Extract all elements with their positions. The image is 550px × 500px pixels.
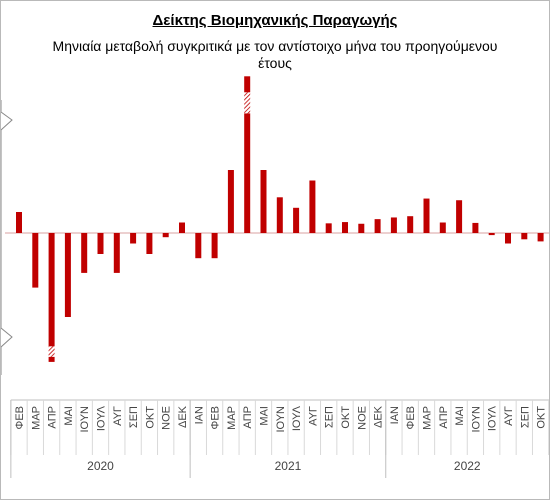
year-label: 2020 <box>87 459 114 473</box>
bar <box>48 233 55 347</box>
x-tick-label: ΣΕΠ <box>324 406 336 428</box>
x-tick-label: ΙΟΥΛ <box>291 405 303 431</box>
chart-title: Δείκτης Βιομηχανικής Παραγωγής <box>152 12 398 29</box>
x-tick-label: ΑΥΓ <box>112 406 124 426</box>
x-tick-label: ΔΕΚ <box>373 405 385 428</box>
bar <box>488 233 495 236</box>
x-tick-label: ΜΑΡ <box>422 406 434 430</box>
bar <box>146 233 153 254</box>
bar <box>309 180 316 233</box>
year-label: 2022 <box>454 459 481 473</box>
bar-top-segment <box>244 76 251 93</box>
bar <box>130 233 137 244</box>
bar <box>97 233 104 254</box>
bar <box>32 233 39 288</box>
x-tick-label: ΝΟΕ <box>161 406 173 430</box>
bar <box>439 222 446 233</box>
bar <box>113 233 120 273</box>
x-tick-label: ΑΠΡ <box>242 406 254 429</box>
chart-subtitle: Μηνιαία μεταβολή συγκριτικά με τον αντίσ… <box>52 38 498 71</box>
bar <box>342 222 348 233</box>
bar <box>472 222 479 233</box>
x-tick-label: ΟΚΤ <box>144 406 156 429</box>
bar <box>423 198 430 233</box>
x-tick-label: ΙΟΥΛ <box>96 405 108 431</box>
y-axis-line <box>0 100 13 375</box>
x-tick-label: ΙΟΥΝ <box>275 406 287 433</box>
bar <box>260 170 267 233</box>
x-tick-label: ΑΠΡ <box>438 406 450 429</box>
x-tick-label: ΜΑΙ <box>454 406 466 426</box>
bar <box>227 170 234 233</box>
x-tick-label: ΜΑΡ <box>30 406 42 430</box>
x-tick-label: ΣΕΠ <box>128 406 140 428</box>
bar <box>358 223 365 233</box>
bar <box>64 233 71 317</box>
x-tick-label: ΙΑΝ <box>193 406 205 424</box>
x-tick-label: ΑΥΓ <box>503 406 515 426</box>
bar <box>211 233 218 259</box>
x-tick-label: ΙΟΥΝ <box>470 406 482 433</box>
x-tick-label: ΜΑΙ <box>259 406 271 426</box>
bar <box>195 233 202 259</box>
bar <box>179 222 185 233</box>
x-tick-label: ΜΑΡ <box>226 406 238 430</box>
x-tick-label: ΦΕΒ <box>210 406 222 429</box>
bar <box>521 233 528 240</box>
x-tick-label: ΟΚΤ <box>536 406 548 429</box>
bar-bottom-segment <box>48 356 55 362</box>
bar <box>293 207 300 233</box>
bar <box>390 217 397 233</box>
bar <box>374 219 381 233</box>
x-tick-label: ΣΕΠ <box>519 406 531 428</box>
x-tick-label: ΦΕΒ <box>405 406 417 429</box>
bar <box>537 233 544 242</box>
bar <box>325 223 332 233</box>
x-tick-label: ΑΥΓ <box>307 406 319 426</box>
year-label: 2021 <box>275 459 302 473</box>
bar <box>162 233 169 238</box>
x-tick-label: ΟΚΤ <box>340 406 352 429</box>
x-tick-label: ΔΕΚ <box>177 405 189 428</box>
bar <box>505 233 511 244</box>
x-tick-label: ΜΑΙ <box>63 406 75 426</box>
x-tick-label: ΙΟΥΝ <box>79 406 91 433</box>
x-tick-label: ΦΕΒ <box>14 406 26 429</box>
x-tick-label: ΙΟΥΛ <box>487 405 499 431</box>
bar <box>276 197 283 233</box>
bar <box>16 212 22 233</box>
bar <box>81 233 88 273</box>
bar-break-hatch <box>244 92 251 114</box>
bar <box>244 113 251 233</box>
x-tick-label: ΙΑΝ <box>389 406 401 424</box>
bar <box>407 216 414 233</box>
bar-break-hatch <box>48 346 55 357</box>
bar <box>456 200 463 233</box>
x-tick-label: ΝΟΕ <box>356 406 368 430</box>
x-tick-label: ΑΠΡ <box>47 406 59 429</box>
